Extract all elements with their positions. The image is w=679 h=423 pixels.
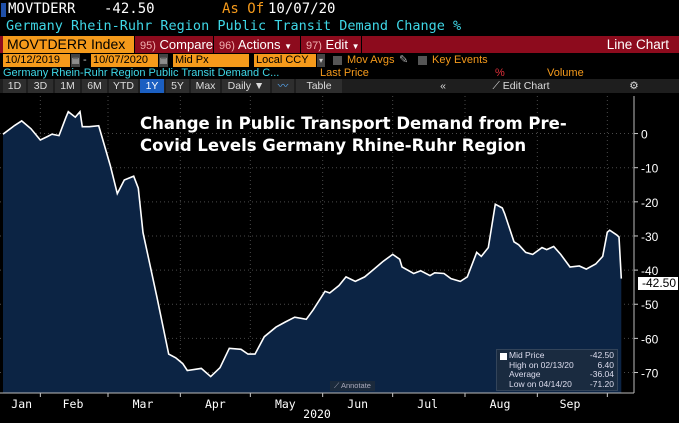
last-value-tag: -42.50 [638, 277, 679, 290]
compare-button[interactable]: 95) Compare [136, 36, 214, 53]
stat-low: Low on 04/14/20 -71.20 [509, 378, 614, 390]
period-1m[interactable]: 1M [55, 79, 80, 93]
compare-label: Compare [159, 37, 213, 52]
actions-num: 96) [219, 40, 235, 52]
annotate-label: Annotate [340, 381, 371, 390]
period-1d[interactable]: 1D [3, 79, 26, 93]
chart-title: Change in Public Transport Demand from P… [140, 114, 567, 155]
cursor-block [1, 3, 6, 17]
period-6m[interactable]: 6M [82, 79, 107, 93]
x-tick-label: May [275, 397, 296, 411]
y-tick-label: -70 [641, 367, 659, 381]
mov-avgs-label: Mov Avgs [347, 54, 395, 66]
period-toolbar: 1D 3D 1M 6M YTD 1Y 5Y Max Daily ▼ 〰 Tabl… [0, 79, 679, 93]
stat-average: Average -36.04 [509, 369, 614, 380]
volume-label: Volume [547, 67, 584, 79]
stat-label: High on 02/13/20 [509, 359, 574, 370]
chart-type-label: Line Chart [606, 37, 669, 52]
currency-select[interactable]: Local CCY [254, 54, 316, 67]
period-3d[interactable]: 3D [28, 79, 53, 93]
x-tick-label: Feb [63, 397, 84, 411]
y-tick-label: 0 [641, 128, 648, 142]
series-name: Germany Rhein-Ruhr Region Public Transit… [3, 67, 280, 79]
x-tick-label: Jan [11, 397, 32, 411]
stat-value: -36.04 [589, 369, 614, 379]
dropdown-icon[interactable]: ▾ [317, 54, 325, 67]
mov-avgs-checkbox[interactable] [333, 56, 342, 65]
x-tick-label: Sep [560, 397, 581, 411]
stat-value: -42.50 [589, 350, 614, 360]
frequency-select[interactable]: Daily ▼ [222, 79, 270, 93]
last-price-label: Last Price [320, 67, 369, 79]
collapse-icon[interactable]: « [436, 79, 450, 93]
edit-chart-button[interactable]: ⟋ Edit Chart [453, 79, 589, 93]
data-points [2, 111, 622, 377]
series-area-fill [3, 111, 622, 393]
stat-value: -71.20 [589, 378, 614, 389]
price-field-select[interactable]: Mid Px [173, 54, 249, 67]
as-of-label: As Of [222, 1, 265, 17]
ticker: MOVTDERR [8, 1, 76, 17]
stat-label: Low on 04/14/20 [509, 378, 572, 389]
stat-value: 6.40 [597, 359, 614, 370]
stat-label: Mid Price [509, 350, 545, 360]
line-chart-icon[interactable]: 〰 [272, 79, 294, 93]
calendar-icon[interactable]: ▤ [159, 54, 168, 67]
compare-num: 95) [140, 40, 156, 52]
y-tick-label: -60 [641, 332, 659, 346]
key-events-label: Key Events [432, 54, 488, 66]
period-max[interactable]: Max [191, 79, 220, 93]
key-events-checkbox[interactable] [418, 56, 427, 65]
x-tick-label: Apr [205, 397, 226, 411]
period-1y[interactable]: 1Y [140, 79, 164, 93]
x-axis-label: 2020 [303, 407, 331, 421]
pencil-icon[interactable]: ✎ [399, 54, 409, 66]
start-date-field[interactable]: 10/12/2019 [3, 54, 70, 67]
caret-down-icon: ▼ [284, 42, 292, 51]
as-of-date: 10/07/20 [268, 1, 336, 17]
y-tick-label: -30 [641, 230, 659, 244]
y-tick-label: -40 [641, 264, 659, 278]
x-tick-label: Jul [417, 397, 438, 411]
end-date-field[interactable]: 10/07/2020 [91, 54, 158, 67]
period-5y[interactable]: 5Y [166, 79, 189, 93]
pct-label: % [495, 67, 505, 79]
annotate-button[interactable]: ⟋ Annotate [330, 381, 375, 391]
edit-label: Edit [325, 37, 348, 52]
actions-button[interactable]: 96) Actions ▼ [215, 36, 301, 53]
security-field[interactable]: MOVTDERR Index [3, 36, 135, 53]
period-ytd[interactable]: YTD [109, 79, 138, 93]
x-tick-label: Jun [347, 397, 368, 411]
stat-label: Average [509, 369, 541, 379]
security-description: Germany Rhein-Ruhr Region Public Transit… [6, 18, 462, 34]
axes: 0 -10 -20 -30 -40 -50 -60 -70 Jan Feb Mar Apr May Jun… [0, 96, 659, 421]
stat-mid: Mid Price -42.50 [509, 350, 614, 361]
edit-num: 97) [306, 40, 322, 52]
table-button[interactable]: Table [296, 79, 342, 93]
caret-down-icon: ▼ [351, 42, 360, 51]
y-tick-label: -10 [641, 162, 659, 176]
edit-button[interactable]: 97) Edit ▼ [302, 36, 362, 53]
series-swatch [500, 353, 507, 360]
actions-label: Actions [237, 37, 281, 52]
x-tick-label: Aug [490, 397, 511, 411]
function-bar: MOVTDERR Index 95) Compare 96) Actions ▼… [0, 36, 679, 53]
settings-gear-icon[interactable]: ⚙ [591, 79, 677, 93]
stat-high: High on 02/13/20 6.40 [509, 359, 614, 371]
stats-legend: Mid Price -42.50 High on 02/13/20 6.40 Ave… [496, 349, 618, 391]
calendar-icon[interactable]: ▤ [71, 54, 80, 67]
edit-chart-label: Edit Chart [502, 80, 550, 92]
x-tick-label: Mar [133, 397, 154, 411]
date-separator: - [83, 54, 87, 66]
edit-chart-icon: ⟋ [492, 80, 503, 92]
y-tick-label: -50 [641, 298, 659, 312]
last-value: -42.50 [104, 1, 155, 17]
y-tick-label: -20 [641, 196, 659, 210]
